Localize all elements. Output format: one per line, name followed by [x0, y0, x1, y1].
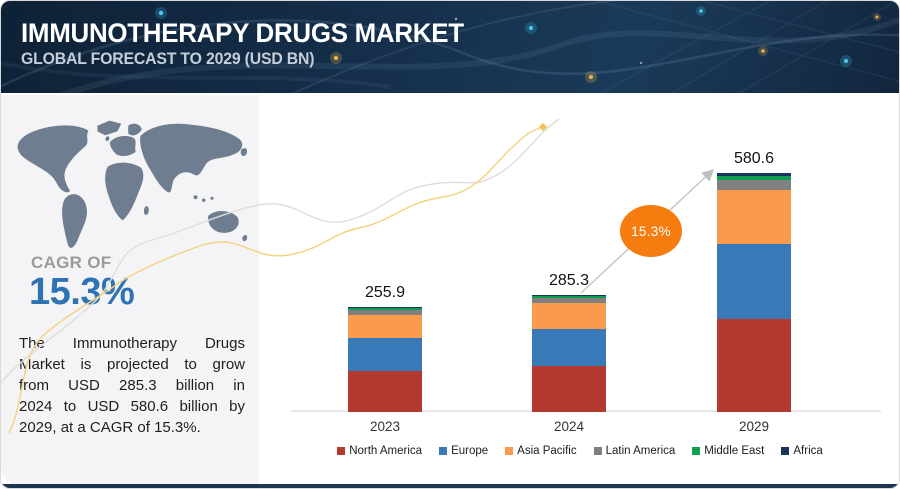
legend-item-europe: Europe	[439, 445, 488, 457]
bar-segment-middle-east-2029	[717, 176, 791, 180]
bar-segment-europe-2023	[348, 338, 422, 371]
legend-swatch	[593, 447, 602, 455]
legend-swatch	[337, 447, 346, 455]
legend-label: North America	[349, 445, 423, 457]
legend-label: Middle East	[704, 445, 765, 457]
legend-swatch	[692, 447, 701, 455]
bar-segment-asia-pacific-2029	[717, 189, 791, 245]
growth-badge-label: 15.3%	[631, 223, 671, 239]
value-label-2023: 255.9	[364, 283, 406, 301]
bar-segment-north-america-2029	[717, 318, 791, 412]
header-banner: IMMUNOTHERAPY DRUGS MARKET GLOBAL FORECA…	[1, 1, 899, 93]
cagr-value: 15.3%	[29, 271, 135, 313]
bar-segment-north-america-2023	[348, 370, 422, 412]
glow-dots	[155, 6, 881, 83]
value-label-2029: 580.6	[733, 150, 775, 168]
bar-segment-middle-east-2024	[532, 295, 606, 299]
legend-item-latin-america: Latin America	[593, 445, 676, 457]
world-map	[16, 120, 248, 249]
bar-2029	[717, 173, 791, 412]
x-axis-label-2023: 2023	[369, 419, 401, 434]
bar-2024	[532, 294, 606, 412]
bar-segment-europe-2024	[532, 329, 606, 367]
legend-item-asia-pacific: Asia Pacific	[505, 445, 577, 457]
bar-segment-europe-2029	[717, 244, 791, 319]
bar-segment-asia-pacific-2023	[348, 314, 422, 339]
legend-swatch	[505, 447, 514, 455]
bar-segment-africa-2024	[532, 294, 606, 296]
x-axis-label-2024: 2024	[553, 419, 585, 434]
summary-panel: CAGR OF 15.3% The Immunotherapy Drugs Ma…	[1, 95, 259, 484]
bottom-bar	[1, 484, 899, 488]
bar-segment-latin-america-2024	[532, 298, 606, 304]
legend-item-north-america: North America	[337, 445, 422, 457]
description-line: 2029, at a CAGR of 15.3%.	[19, 419, 201, 436]
legend-item-middle-east: Middle East	[692, 445, 764, 457]
description-line: from USD 285.3 billion in	[19, 377, 245, 394]
page-subtitle: GLOBAL FORECAST TO 2029 (USD BN)	[21, 50, 315, 69]
stacked-bar-chart: 255.9 2023 285.3 2024 580.6 2029 North Americ…	[259, 93, 899, 488]
cagr-label: CAGR OF	[31, 253, 112, 272]
value-label-2024: 285.3	[548, 271, 590, 289]
bar-segment-asia-pacific-2024	[532, 303, 606, 330]
description-line: The Immunotherapy Drugs	[19, 335, 245, 352]
legend-label: Africa	[793, 445, 823, 457]
x-axis-label-2029: 2029	[738, 419, 770, 434]
header-network-art	[1, 1, 899, 93]
description-line: Market is projected to grow	[19, 356, 245, 373]
chart-legend: North America Europe Asia Pacific Latin Ame…	[259, 445, 899, 457]
market-description: The Immunotherapy Drugs Market is projec…	[19, 333, 245, 438]
legend-label: Latin America	[605, 445, 676, 457]
bar-segment-africa-2029	[717, 173, 791, 176]
bar-segment-north-america-2024	[532, 366, 606, 412]
legend-swatch	[781, 447, 790, 455]
bar-segment-latin-america-2029	[717, 179, 791, 190]
legend-item-africa: Africa	[781, 445, 823, 457]
page-title: IMMUNOTHERAPY DRUGS MARKET	[21, 18, 464, 48]
legend-swatch	[439, 447, 448, 455]
legend-label: Europe	[451, 445, 489, 457]
legend-label: Asia Pacific	[517, 445, 577, 457]
growth-badge: 15.3%	[620, 205, 682, 257]
bar-2023	[348, 306, 422, 412]
description-line: 2024 to USD 580.6 billion by	[19, 398, 245, 415]
